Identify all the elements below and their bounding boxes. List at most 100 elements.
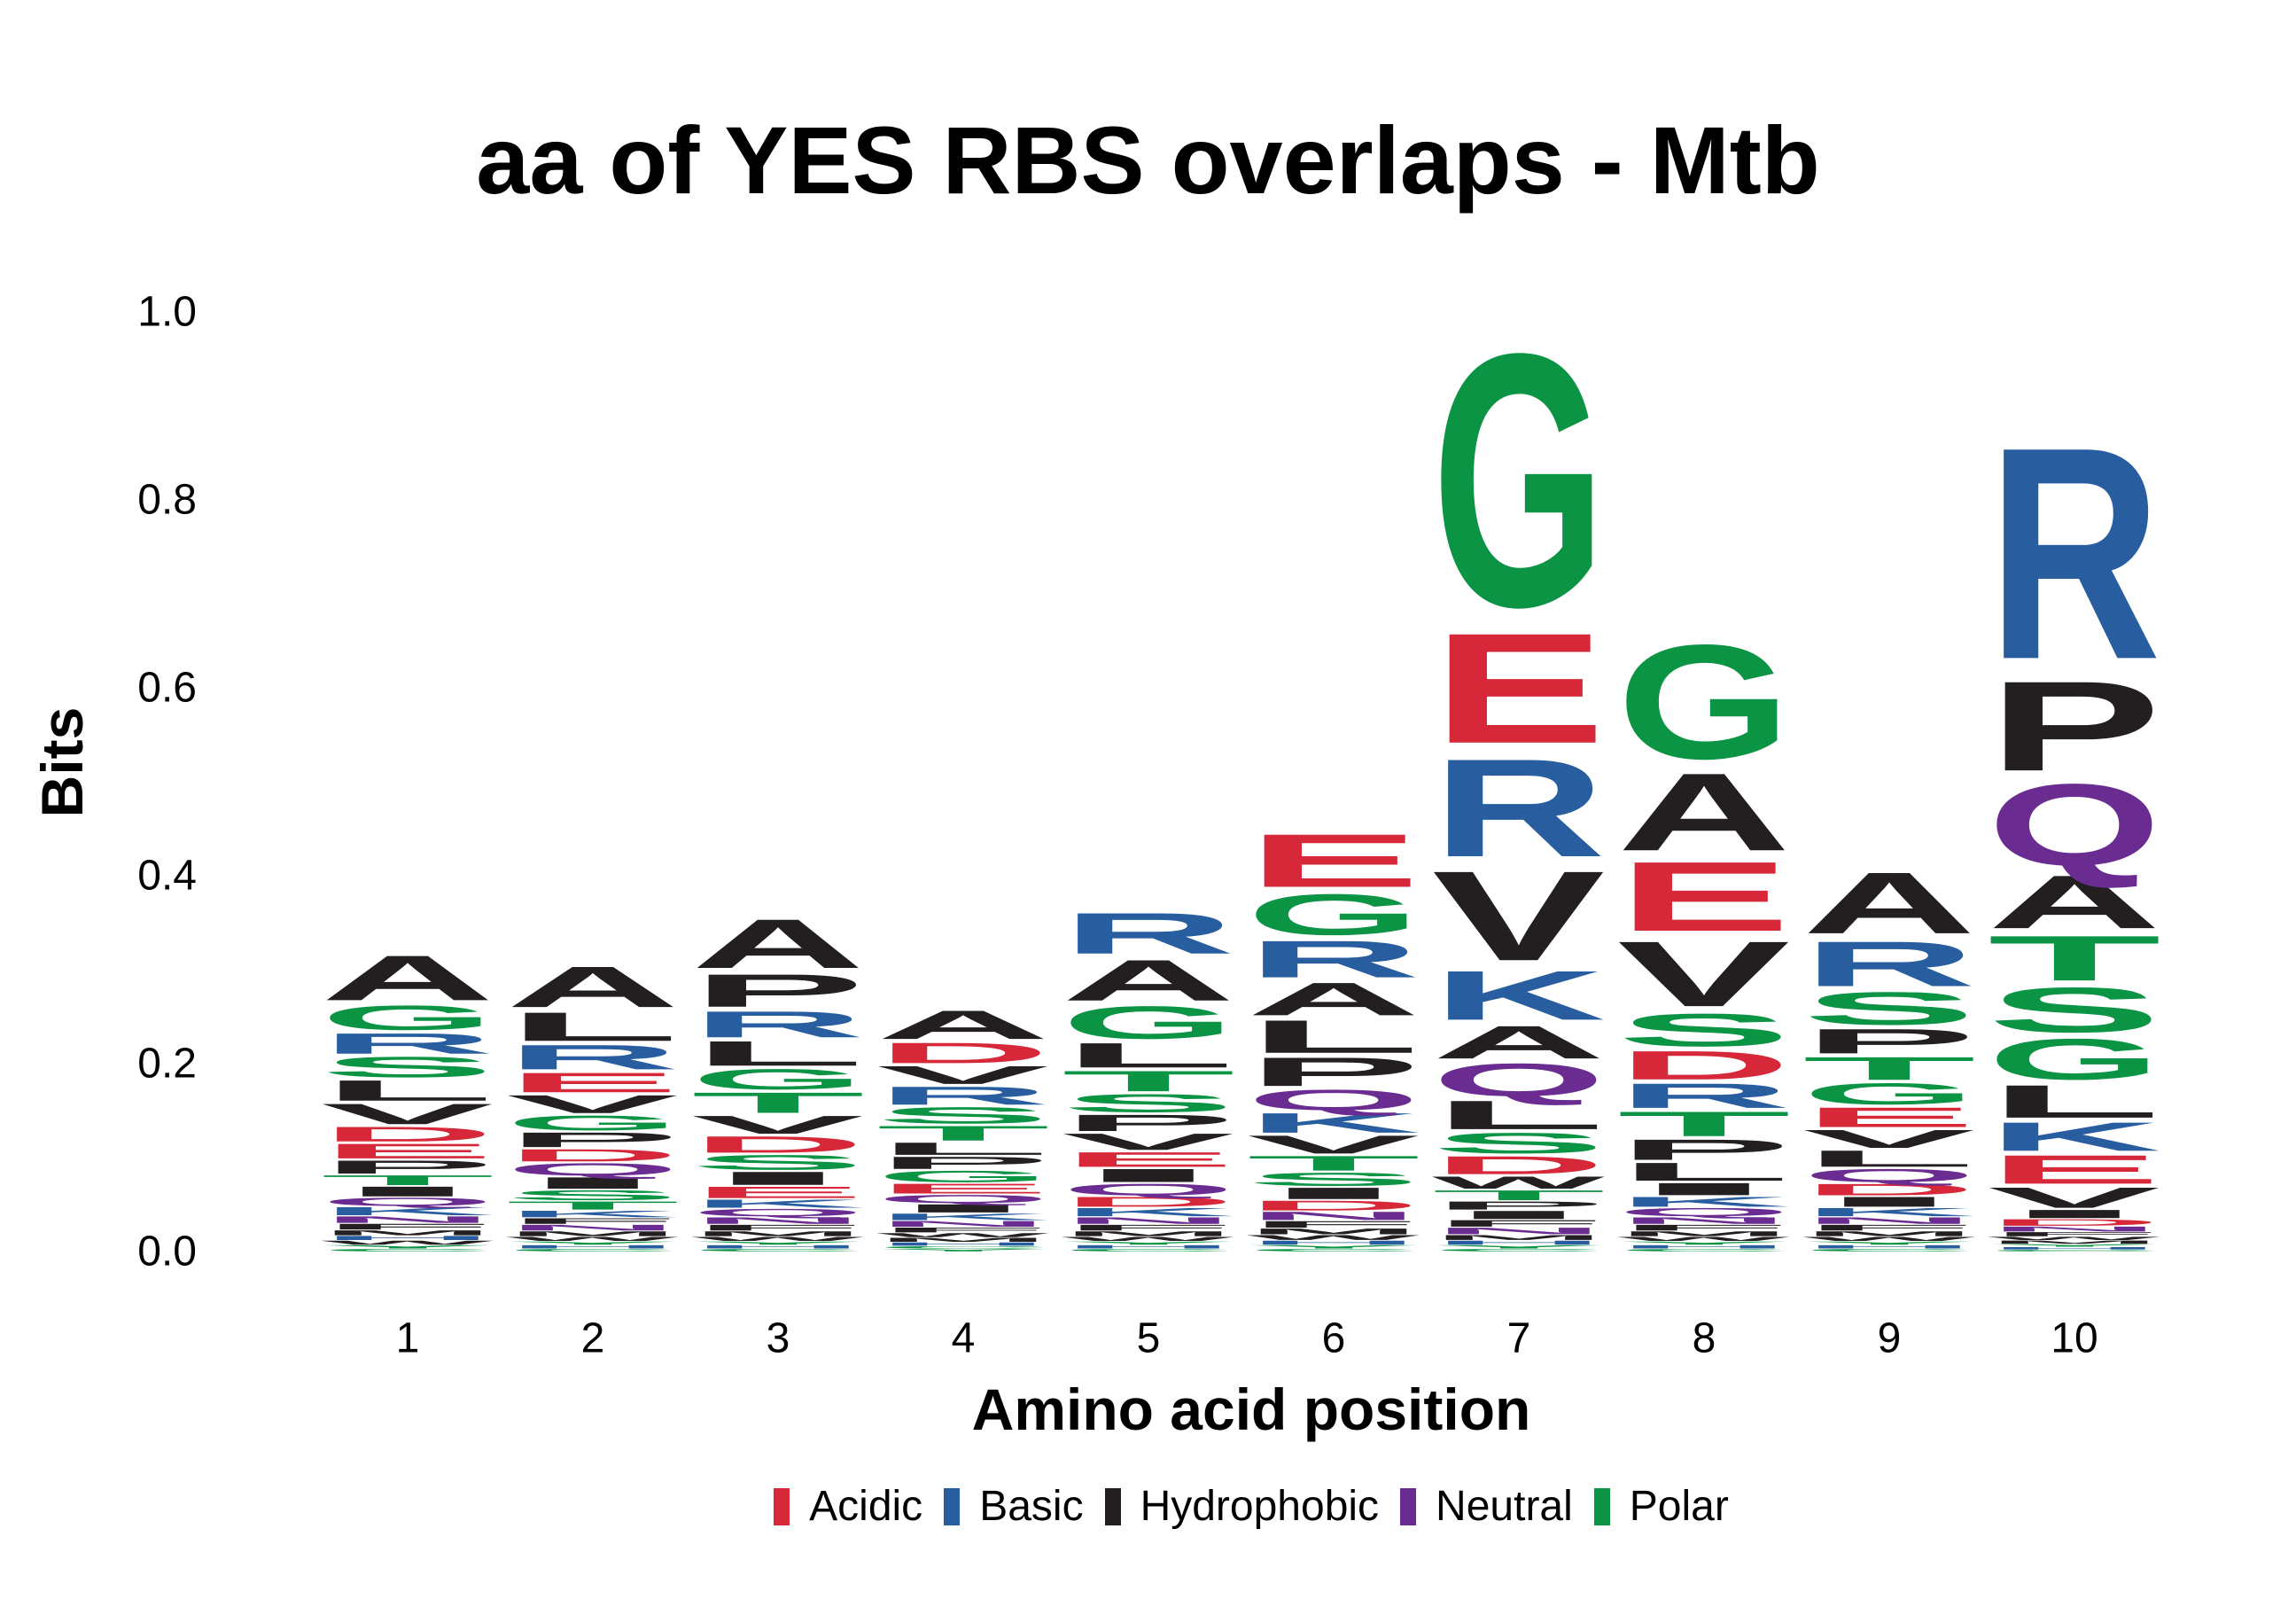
legend-item-polar: Polar xyxy=(1593,1482,1729,1531)
logo-letter-Y: Y xyxy=(1247,1244,1420,1250)
logo-letter-Q: Q xyxy=(321,1196,494,1209)
logo-letter-S: S xyxy=(876,1103,1050,1128)
logo-letter-Q: Q xyxy=(691,1206,865,1218)
logo-letter-P: P xyxy=(1432,1199,1606,1213)
logo-letter-G: G xyxy=(1802,1077,1976,1111)
logo-letter-L: L xyxy=(506,1004,680,1049)
logo-letter-L: L xyxy=(1247,1010,1420,1063)
y-tick-label: 0.4 xyxy=(137,853,197,900)
x-tick-label: 7 xyxy=(1507,1315,1531,1362)
logo-letter-Y: Y xyxy=(1988,1244,2161,1247)
logo-letter-D: D xyxy=(1247,1197,1420,1213)
logo-letter-I: I xyxy=(691,1168,865,1190)
legend-label-basic: Basic xyxy=(979,1483,1084,1530)
logo-letter-C: C xyxy=(1802,1248,1976,1252)
x-tick-label: 1 xyxy=(396,1315,420,1362)
logo-letter-I: I xyxy=(1988,1207,2161,1221)
logo-letter-P: P xyxy=(1988,655,2161,799)
logo-letter-T: T xyxy=(1432,1188,1606,1204)
logo-letter-S: S xyxy=(1988,974,2161,1046)
logo-letter-P: P xyxy=(1617,1134,1791,1166)
logo-letter-W: W xyxy=(1247,1234,1420,1242)
legend-label-acidic: Acidic xyxy=(809,1483,923,1530)
logo-letter-H: H xyxy=(1617,1244,1791,1250)
logo-letter-N: N xyxy=(1432,1226,1606,1236)
logo-letter-D: D xyxy=(1988,1217,2161,1228)
logo-letter-L: L xyxy=(1432,1092,1606,1137)
logo-letter-V: V xyxy=(876,1061,1049,1089)
logo-stacks: CYWHMFNKQITPEDVLSRGACHYWMNFKTSIQDPGVERLA… xyxy=(321,277,2161,1252)
logo-letter-D: D xyxy=(691,1132,865,1158)
logo-letter-D: D xyxy=(1062,1194,1235,1210)
logo-letter-N: N xyxy=(321,1214,494,1225)
logo-letter-K: K xyxy=(691,1197,865,1211)
logo-letter-V: V xyxy=(321,1098,494,1131)
logo-letter-A: A xyxy=(1802,854,1976,952)
logo-letter-W: W xyxy=(1617,1236,1790,1242)
legend-swatch-polar xyxy=(1593,1487,1610,1525)
logo-letter-G: G xyxy=(1617,611,1791,793)
logo-letter-Q: Q xyxy=(1988,760,2161,890)
logo-letter-S: S xyxy=(691,1150,865,1174)
legend-swatch-neutral xyxy=(1400,1487,1417,1525)
logo-letter-M: M xyxy=(1988,1240,2161,1245)
logo-letter-C: C xyxy=(1988,1249,2161,1252)
logo-letter-L: L xyxy=(1062,1036,1235,1075)
logo-letter-K: K xyxy=(321,1205,494,1218)
legend-item-acidic: Acidic xyxy=(774,1482,922,1531)
logo-letter-I: I xyxy=(1062,1165,1235,1186)
logo-letter-M: M xyxy=(506,1230,680,1238)
legend-item-neutral: Neutral xyxy=(1400,1482,1573,1531)
logo-letter-I: I xyxy=(1617,1180,1791,1199)
y-tick-label: 1.0 xyxy=(137,289,197,336)
logo-letter-A: A xyxy=(1617,750,1791,874)
logo-letter-H: H xyxy=(1432,1239,1606,1245)
logo-letter-C: C xyxy=(876,1245,1050,1249)
logo-letter-H: H xyxy=(1802,1244,1976,1250)
logo-letter-K: K xyxy=(876,1212,1050,1222)
logo-letter-F: F xyxy=(1802,1223,1976,1232)
logo-letter-K: K xyxy=(1802,1205,1976,1219)
logo-letter-G: G xyxy=(691,1063,865,1096)
logo-letter-C: C xyxy=(506,1248,680,1252)
logo-letter-P: P xyxy=(691,964,865,1017)
logo-letter-Y: Y xyxy=(321,1244,494,1250)
legend-item-hydrophobic: Hydrophobic xyxy=(1104,1482,1380,1531)
logo-letter-S: S xyxy=(1802,982,1976,1034)
logo-letter-A: A xyxy=(1062,948,1235,1013)
logo-letter-N: N xyxy=(876,1220,1050,1228)
logo-letter-F: F xyxy=(1988,1231,2161,1237)
logo-letter-Y: Y xyxy=(691,1241,865,1246)
logo-letter-D: D xyxy=(1617,1042,1791,1088)
logo-letter-R: R xyxy=(691,1003,865,1045)
legend-label-hydrophobic: Hydrophobic xyxy=(1140,1483,1380,1530)
logo-letter-R: R xyxy=(1988,385,2161,722)
logo-letter-R: R xyxy=(321,1027,494,1060)
logo-letter-I: I xyxy=(506,1174,680,1192)
logo-letter-F: F xyxy=(1247,1220,1420,1230)
logo-letter-T: T xyxy=(1247,1151,1420,1174)
logo-letter-W: W xyxy=(691,1236,864,1242)
logo-letter-A: A xyxy=(321,942,494,1014)
logo-letter-P: P xyxy=(1802,1022,1976,1061)
logo-letter-L: L xyxy=(691,1034,865,1073)
logo-letter-C: C xyxy=(321,1248,494,1252)
logo-letter-R: R xyxy=(876,1081,1050,1110)
x-axis-title: Amino acid position xyxy=(971,1377,1531,1442)
x-tick-label: 6 xyxy=(1322,1315,1346,1362)
logo-letter-E: E xyxy=(1802,1102,1976,1133)
logo-letter-V: V xyxy=(506,1090,679,1119)
y-axis-ticks: 0.0 0.2 0.4 0.6 0.8 1.0 xyxy=(137,289,197,1275)
x-tick-label: 8 xyxy=(1693,1315,1716,1362)
logo-letter-S: S xyxy=(1247,1169,1420,1190)
logo-letter-Q: Q xyxy=(876,1192,1050,1205)
logo-letter-E: E xyxy=(1617,842,1791,953)
logo-letter-W: W xyxy=(1988,1236,2160,1241)
logo-letter-A: A xyxy=(876,1002,1050,1048)
logo-letter-N: N xyxy=(506,1223,680,1232)
logo-letter-R: R xyxy=(1062,901,1235,966)
logo-letter-G: G xyxy=(1432,277,1606,682)
logo-letter-Q: Q xyxy=(1802,1165,1976,1186)
